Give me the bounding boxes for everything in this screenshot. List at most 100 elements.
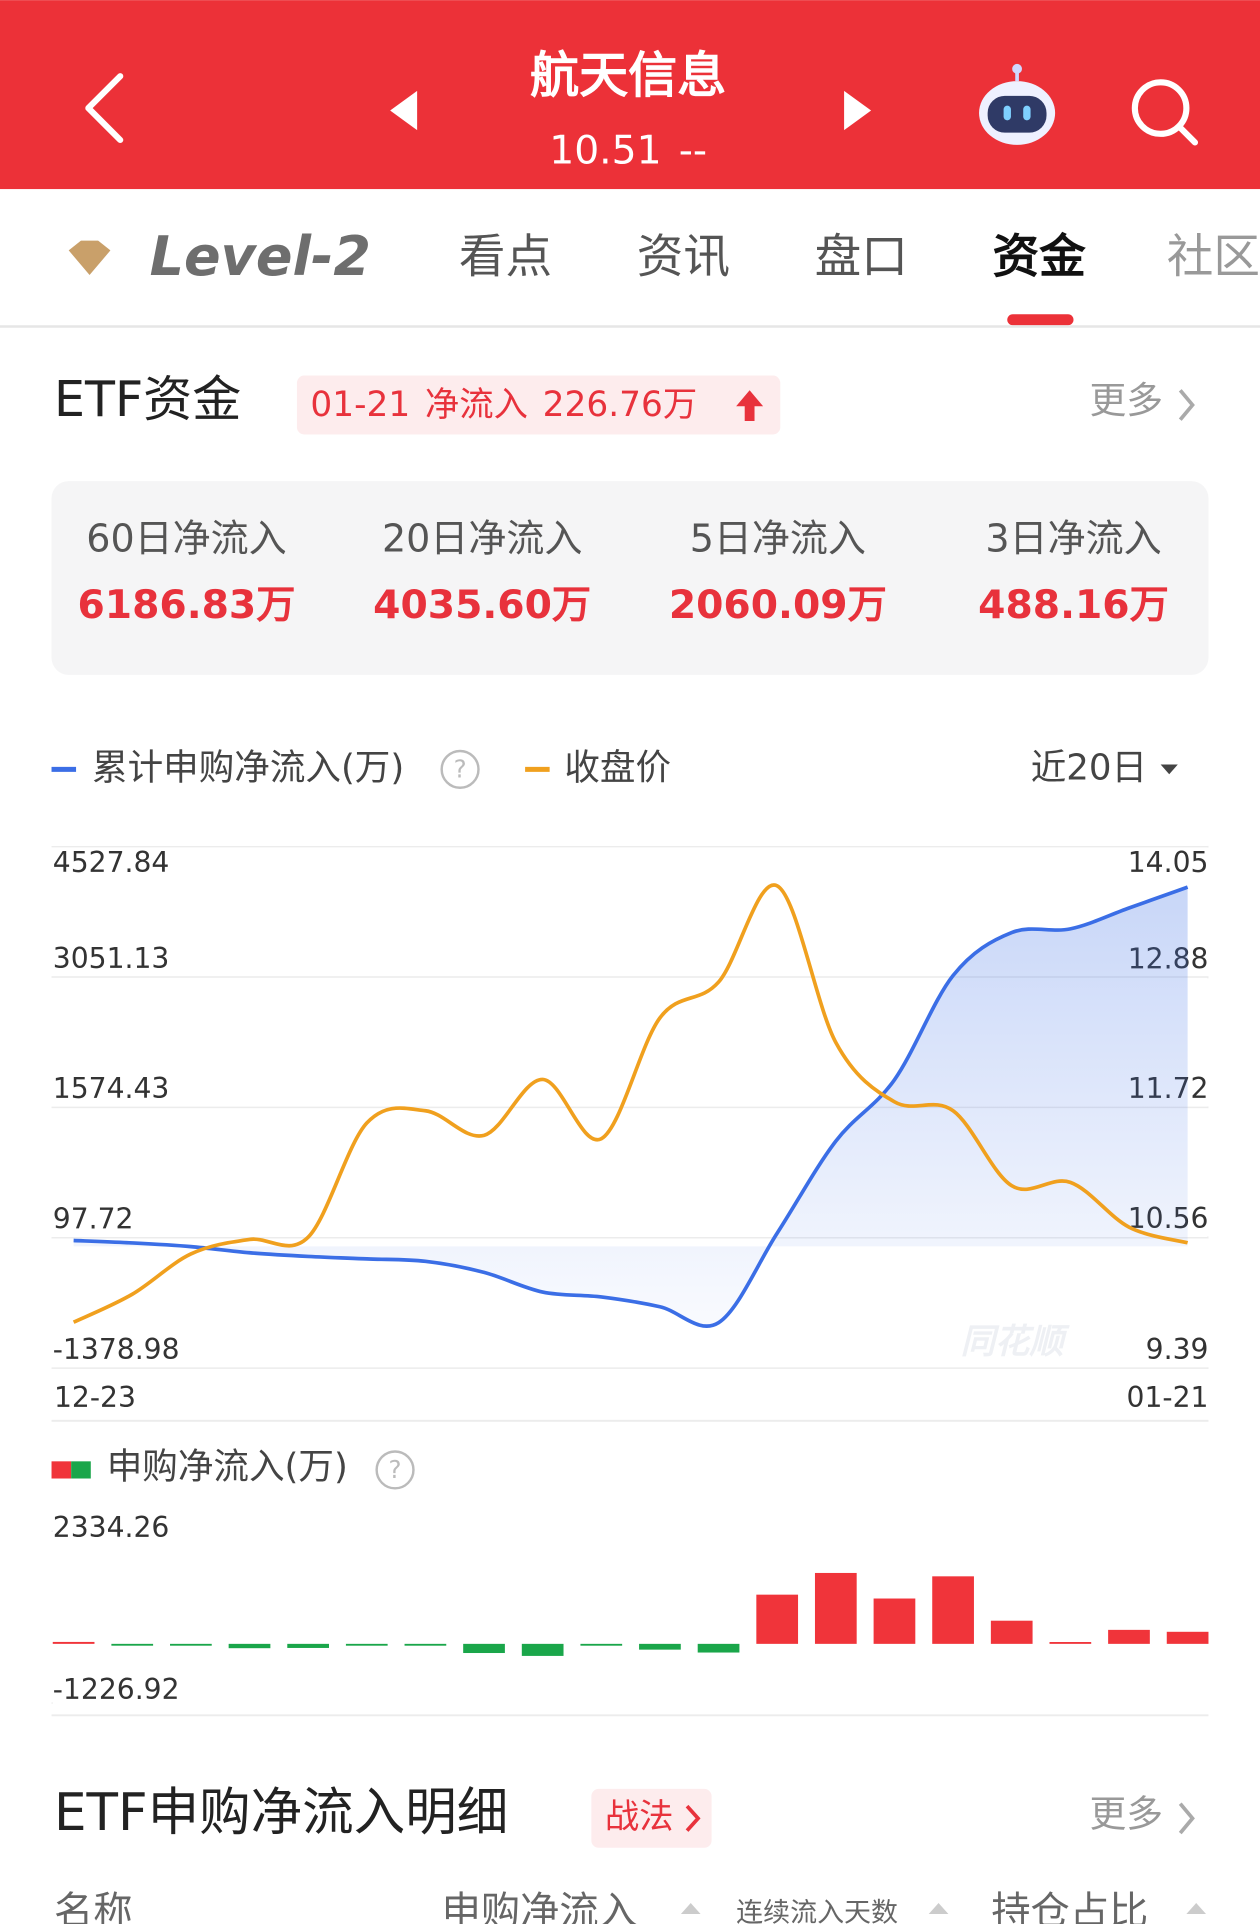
flow-badge — [296, 375, 781, 435]
bar — [228, 1643, 271, 1649]
bar — [697, 1643, 740, 1653]
prev-stock[interactable] — [390, 90, 418, 131]
tag-badge[interactable] — [591, 1788, 712, 1848]
bar — [873, 1598, 916, 1644]
period-selector[interactable]: 近20日 — [1031, 747, 1147, 788]
active-tab-indicator — [1007, 314, 1074, 326]
line-chart: 4527.84 3051.13 1574.43 97.72 -1378.98 14.05 1… — [51, 846, 1209, 1414]
tag-chevron — [685, 1804, 701, 1832]
section-title: ETF资金 — [54, 370, 241, 428]
y-tick-label: 2334.26 — [53, 1511, 170, 1544]
bar — [814, 1572, 857, 1644]
more-chevron — [1178, 1802, 1195, 1835]
up-arrow — [736, 390, 764, 421]
watermark: 同花顺 — [961, 1322, 1071, 1362]
more-link[interactable]: 更多 — [1089, 1792, 1163, 1835]
stat-label: 60日净流入 — [86, 517, 286, 561]
stats-panel — [51, 481, 1209, 675]
tab-row: 看点 资讯 盘口 资金 社区 — [459, 230, 1260, 284]
bar — [170, 1643, 212, 1646]
dropdown-caret — [1160, 764, 1178, 775]
tag-text: 战法 — [605, 1797, 674, 1837]
legend-swatch — [51, 1461, 72, 1479]
tab[interactable]: 资讯 — [637, 230, 730, 284]
y2-tick-label: 9.39 — [1146, 1333, 1209, 1366]
stat-value: 488.16万 — [978, 583, 1169, 628]
bar — [463, 1643, 505, 1654]
bar — [521, 1643, 564, 1656]
bar — [1108, 1629, 1150, 1644]
bar — [52, 1641, 95, 1644]
column-header: 连续流入天数 — [736, 1898, 898, 1924]
area — [73, 887, 1188, 1327]
stat-value: 4035.60万 — [373, 583, 591, 628]
sort-caret — [680, 1903, 701, 1915]
y-tick-label: 1574.43 — [53, 1072, 170, 1105]
detail-title: ETF申购净流入明细 — [54, 1783, 508, 1843]
bar-chart: 2334.26 -1226.92 — [51, 1511, 1209, 1706]
sort-caret — [928, 1903, 949, 1915]
bar — [580, 1643, 623, 1646]
column-header: 名称 — [54, 1890, 133, 1924]
stat-label: 5日净流入 — [690, 517, 866, 561]
tab[interactable]: 资金 — [993, 230, 1087, 284]
header-bar — [0, 0, 1260, 190]
more-chevron — [1178, 389, 1195, 421]
x-tick-label: 12-23 — [54, 1381, 136, 1414]
bar — [990, 1620, 1033, 1644]
stat-value: 2060.09万 — [669, 583, 887, 628]
tab[interactable]: 看点 — [459, 230, 552, 284]
tab[interactable]: 社区 — [1167, 230, 1260, 284]
badge-label: 净流入 — [425, 385, 528, 425]
bar — [287, 1643, 329, 1648]
y-tick-label: -1226.92 — [53, 1673, 180, 1706]
search-icon[interactable] — [1131, 79, 1199, 146]
bar — [756, 1594, 799, 1644]
y-tick-label: 4527.84 — [53, 846, 170, 879]
tab[interactable]: 盘口 — [815, 230, 908, 284]
next-stock[interactable] — [844, 90, 872, 131]
y2-tick-label: 14.05 — [1128, 846, 1209, 879]
stat-value: 6186.83万 — [77, 583, 295, 628]
y-tick-label: -1378.98 — [53, 1333, 180, 1366]
legend-label: 申购净流入(万) — [107, 1447, 348, 1488]
bar — [404, 1643, 447, 1646]
legend-label: 累计申购净流入(万) — [92, 747, 404, 788]
more-link[interactable]: 更多 — [1089, 379, 1163, 422]
assistant-icon[interactable] — [979, 63, 1056, 145]
bar — [1166, 1631, 1209, 1644]
bar — [1049, 1642, 1092, 1644]
help-icon[interactable]: ? — [375, 1450, 415, 1490]
svg-text:?: ? — [389, 1455, 402, 1484]
line — [72, 883, 1189, 1324]
stat-label: 20日净流入 — [382, 517, 582, 561]
line — [73, 885, 1189, 1328]
back-button[interactable] — [85, 73, 124, 144]
bar — [639, 1643, 681, 1650]
y-tick-label: 97.72 — [53, 1203, 134, 1236]
column-header: 申购净流入 — [442, 1890, 638, 1924]
legend-swatch — [71, 1461, 91, 1479]
badge-date: 01-21 — [310, 385, 410, 425]
stat-label: 3日净流入 — [985, 517, 1161, 561]
sort-caret — [1186, 1903, 1207, 1915]
column-header: 持仓占比 — [991, 1890, 1148, 1924]
level2-icon — [68, 240, 111, 275]
stats: 60日净流入 6186.83万 20日净流入 4035.60万 5日净流入 2060.09… — [77, 517, 1168, 628]
bar — [111, 1643, 154, 1646]
tab[interactable]: Level-2 — [150, 225, 371, 288]
help-icon[interactable]: ? — [440, 749, 480, 790]
bar — [932, 1576, 974, 1644]
flow-badge-text: 01-21 净流入 226.76万 — [310, 385, 697, 425]
x-tick-label: 01-21 — [1127, 1381, 1209, 1414]
stock-change: -- — [679, 128, 707, 173]
legend-label: 收盘价 — [564, 747, 671, 788]
bar — [345, 1643, 388, 1646]
badge-value: 226.76万 — [543, 385, 698, 425]
stock-price: 10.51 — [549, 128, 661, 173]
svg-text:?: ? — [454, 755, 467, 784]
table-header: 名称 申购净流入 连续流入天数 持仓占比 — [54, 1890, 1207, 1924]
stock-title: 航天信息 — [530, 46, 726, 104]
y-tick-label: 3051.13 — [53, 942, 170, 975]
